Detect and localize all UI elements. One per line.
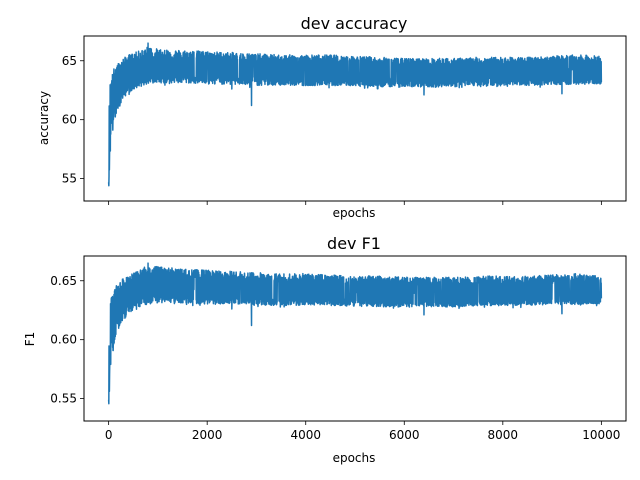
- axes-frame: [83, 255, 627, 422]
- y-tick-label: 0.65: [50, 274, 77, 288]
- y-axis-label: F1: [23, 332, 37, 347]
- plot-area: [107, 262, 603, 405]
- y-tick-label: 0.55: [50, 392, 77, 406]
- y-tick-label: 65: [62, 54, 77, 68]
- subplot-dev-accuracy: dev accuracy 55 60 65 epochs accuracy: [37, 14, 627, 220]
- x-axis-label: epochs: [333, 206, 376, 220]
- x-axis-label: epochs: [333, 451, 376, 465]
- series-line: [107, 42, 603, 187]
- y-tick-label: 55: [62, 172, 77, 186]
- axis-ticks: 55 60 65: [62, 54, 602, 205]
- x-tick-label: 6000: [389, 428, 420, 442]
- plot-area: [107, 42, 603, 187]
- chart-title: dev accuracy: [301, 14, 408, 33]
- series-line: [107, 262, 603, 405]
- subplot-dev-f1: dev F1 0 2000 4000 6000 8000 10000 0.55 0.60 0.6…: [23, 234, 627, 465]
- x-tick-label: 10000: [582, 428, 620, 442]
- x-tick-label: 2000: [192, 428, 223, 442]
- x-tick-label: 0: [105, 428, 113, 442]
- y-tick-label: 0.60: [50, 333, 77, 347]
- x-tick-label: 8000: [488, 428, 519, 442]
- y-tick-label: 60: [62, 113, 77, 127]
- y-axis-label: accuracy: [37, 91, 51, 145]
- chart-title: dev F1: [327, 234, 381, 253]
- x-tick-label: 4000: [290, 428, 321, 442]
- axis-ticks: 0 2000 4000 6000 8000 10000 0.55 0.60 0.65: [50, 274, 620, 442]
- axes-frame: [83, 35, 627, 202]
